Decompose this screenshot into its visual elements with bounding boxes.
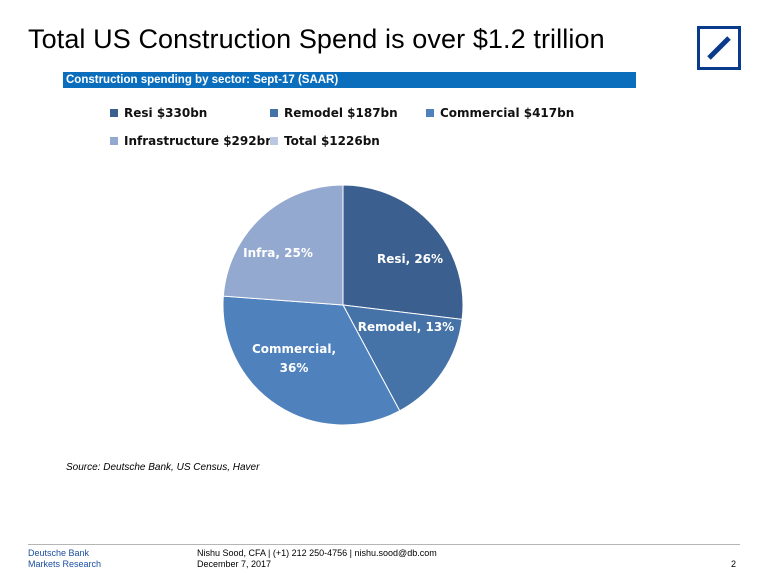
legend-label: Remodel $187bn: [284, 106, 398, 120]
legend-item-commercial: Commercial $417bn: [426, 106, 574, 120]
footer-divider: [28, 544, 740, 545]
legend-label: Total $1226bn: [284, 134, 380, 148]
page-title: Total US Construction Spend is over $1.2…: [28, 24, 605, 54]
legend-label: Infrastructure $292bn: [124, 134, 274, 148]
legend-item-resi: Resi $330bn: [110, 106, 207, 120]
chart-banner: Construction spending by sector: Sept-17…: [63, 72, 636, 88]
page-number: 2: [731, 559, 737, 569]
legend-swatch: [270, 137, 278, 145]
legend-swatch: [110, 109, 118, 117]
legend-item-infrastructure: Infrastructure $292bn: [110, 134, 274, 148]
footer-company-name: Deutsche Bank: [28, 548, 90, 558]
legend-swatch: [270, 109, 278, 117]
legend-label: Commercial $417bn: [440, 106, 575, 120]
pie-slice-commercial: [222, 295, 401, 426]
pie-slice-infra: [222, 184, 344, 306]
legend-swatch: [426, 109, 434, 117]
footer-author-contact: Nishu Sood, CFA | (+1) 212 250-4756 | ni…: [197, 548, 437, 558]
legend-item-total: Total $1226bn: [270, 134, 380, 148]
legend-label: Resi $330bn: [124, 106, 208, 120]
footer-author: Nishu Sood, CFA | (+1) 212 250-4756 | ni…: [197, 548, 437, 570]
pie-label-commercial: Commercial, 36%: [252, 342, 336, 375]
legend-item-remodel: Remodel $187bn: [270, 106, 398, 120]
pie-label-resi: Resi, 26%: [377, 252, 443, 266]
pie-slice-resi: [342, 184, 464, 320]
source-note: Source: Deutsche Bank, US Census, Haver: [66, 462, 260, 473]
pie-label-infra: Infra, 25%: [243, 246, 313, 260]
deutsche-bank-logo: [697, 26, 741, 70]
pie-label-remodel: Remodel, 13%: [358, 320, 454, 334]
footer-company: Deutsche Bank Markets Research: [28, 548, 101, 570]
footer-department: Markets Research: [28, 559, 102, 569]
legend-swatch: [110, 137, 118, 145]
footer-date: December 7, 2017: [197, 559, 272, 569]
pie-slice-remodel: [342, 304, 463, 412]
